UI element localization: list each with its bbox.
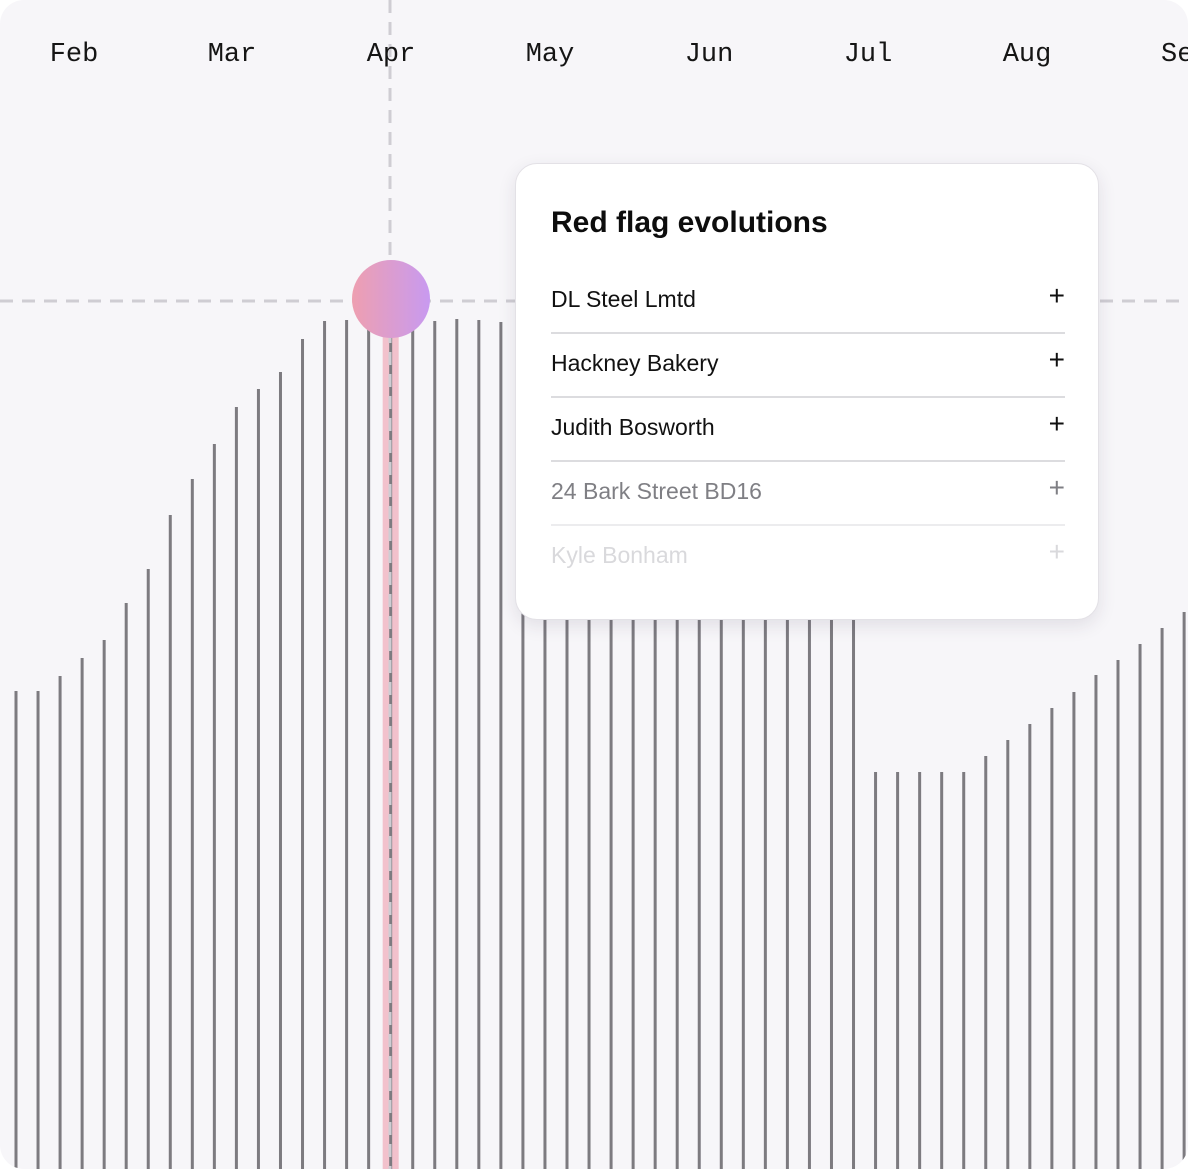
data-bar <box>675 408 679 1169</box>
selected-point-marker[interactable] <box>352 260 430 338</box>
data-bar <box>852 508 856 1169</box>
data-bar <box>168 515 172 1169</box>
data-bar <box>1160 628 1164 1169</box>
data-bar <box>697 425 701 1169</box>
list-item[interactable]: Kyle Bonham + <box>551 526 1065 590</box>
data-bar <box>940 772 944 1169</box>
plus-icon[interactable]: + <box>1048 536 1065 567</box>
data-bar <box>763 481 767 1169</box>
month-axis: Feb Mar Apr May Jun Jul Aug Se <box>0 40 1188 80</box>
data-bar <box>477 320 481 1169</box>
data-bar <box>323 321 327 1169</box>
data-bar <box>433 321 437 1169</box>
red-flag-panel: Red flag evolutions DL Steel Lmtd + Hack… <box>515 163 1099 620</box>
data-bar <box>212 444 216 1169</box>
data-bar <box>719 440 723 1169</box>
data-bar <box>1182 612 1186 1169</box>
data-bar <box>1006 740 1010 1169</box>
list-item[interactable]: Judith Bosworth + <box>551 398 1065 462</box>
data-bar <box>543 339 547 1169</box>
data-bar <box>80 658 84 1169</box>
month-label: Apr <box>366 40 416 70</box>
data-bar <box>1116 660 1120 1169</box>
list-item-label: 24 Bark Street BD16 <box>551 478 762 504</box>
month-label: Aug <box>1002 40 1052 70</box>
data-bar <box>874 772 878 1169</box>
data-bar <box>1138 644 1142 1169</box>
data-bar <box>962 772 966 1169</box>
data-bar <box>36 691 40 1169</box>
data-bar <box>256 389 260 1169</box>
list-item-label: DL Steel Lmtd <box>551 286 696 312</box>
data-bar <box>896 772 900 1169</box>
month-label: Mar <box>207 40 257 70</box>
month-label: Feb <box>49 40 99 70</box>
month-label: Jul <box>843 40 893 70</box>
data-bar <box>124 603 128 1169</box>
data-bar <box>14 691 18 1169</box>
list-item-label: Hackney Bakery <box>551 350 719 376</box>
data-bar <box>653 390 657 1169</box>
data-bar <box>521 339 525 1169</box>
list-item[interactable]: DL Steel Lmtd + <box>551 270 1065 334</box>
data-bar <box>1094 675 1098 1169</box>
panel-title: Red flag evolutions <box>551 206 828 239</box>
data-bar <box>918 772 922 1169</box>
data-bar <box>807 488 811 1169</box>
data-bar <box>631 372 635 1169</box>
plus-icon[interactable]: + <box>1048 344 1065 375</box>
red-flag-list: DL Steel Lmtd + Hackney Bakery + Judith … <box>551 270 1065 590</box>
month-label: Se <box>1161 40 1188 70</box>
data-bar <box>146 569 150 1169</box>
data-bar <box>565 340 569 1169</box>
month-label: May <box>525 40 575 70</box>
data-bar <box>389 319 393 1169</box>
list-item-label: Kyle Bonham <box>551 542 688 568</box>
data-bar <box>102 640 106 1169</box>
plus-icon[interactable]: + <box>1048 280 1065 311</box>
data-bar <box>1050 708 1054 1169</box>
data-bar <box>455 319 459 1169</box>
data-bar <box>190 479 194 1169</box>
data-bar <box>609 356 613 1169</box>
month-label: Jun <box>684 40 734 70</box>
data-bar <box>58 676 62 1169</box>
data-bar <box>345 320 349 1169</box>
data-bar <box>1072 692 1076 1169</box>
data-bar <box>984 756 988 1169</box>
list-item[interactable]: 24 Bark Street BD16 + <box>551 462 1065 526</box>
data-bar <box>234 407 238 1169</box>
data-bar <box>785 500 789 1169</box>
plus-icon[interactable]: + <box>1048 408 1065 439</box>
data-bar <box>278 372 282 1169</box>
data-bar <box>367 319 371 1169</box>
list-item-label: Judith Bosworth <box>551 414 715 440</box>
data-bar <box>301 339 305 1169</box>
data-bar <box>587 340 591 1169</box>
data-bar <box>411 321 415 1169</box>
list-item[interactable]: Hackney Bakery + <box>551 334 1065 398</box>
data-bar <box>741 464 745 1169</box>
plus-icon[interactable]: + <box>1048 472 1065 503</box>
data-bar <box>499 322 503 1169</box>
data-bar <box>829 530 833 1169</box>
data-bar <box>1028 724 1032 1169</box>
